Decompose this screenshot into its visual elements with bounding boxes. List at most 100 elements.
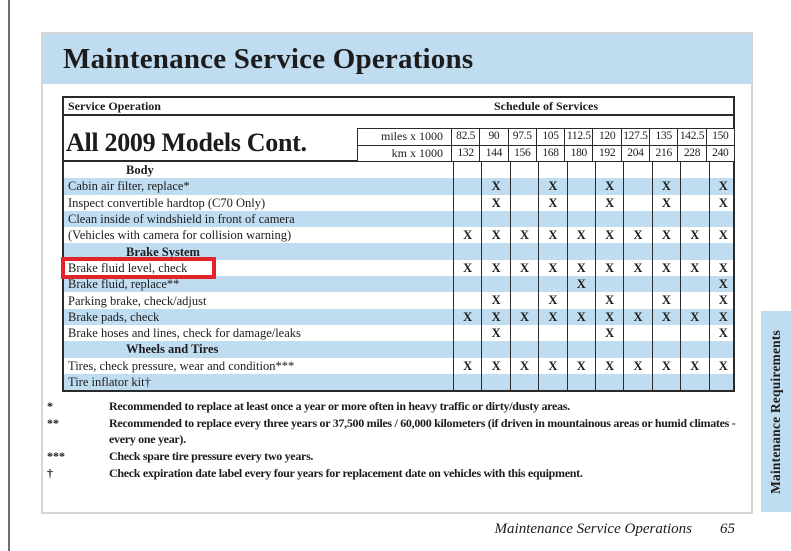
schedule-cell — [566, 178, 595, 195]
schedule-cell: X — [708, 178, 737, 195]
table-row: Tire inflator kit† — [64, 373, 733, 391]
schedule-cell — [453, 373, 481, 391]
table-row: Parking brake, check/adjust X X X X X — [64, 292, 733, 309]
miles-value-cell: 105 — [535, 129, 564, 145]
schedule-cell — [708, 341, 737, 358]
schedule-cell: X — [651, 259, 680, 277]
schedule-cell: X — [509, 308, 538, 325]
schedule-cell: X — [708, 357, 737, 374]
schedule-cell — [566, 292, 595, 309]
schedule-cell — [453, 292, 481, 309]
schedule-cell: X — [481, 308, 509, 325]
schedule-cell — [623, 210, 651, 228]
schedule-cell: X — [481, 178, 509, 195]
row-label: Brake fluid level, check — [68, 260, 188, 275]
table-row: Brake fluid, replace** X X — [64, 276, 733, 293]
schedule-cell: X — [481, 194, 509, 211]
schedule-cell: X — [651, 194, 680, 211]
schedule-cell — [623, 292, 651, 309]
schedule-cell: X — [623, 308, 651, 325]
schedule-cell — [680, 210, 708, 228]
schedule-cell — [623, 194, 651, 211]
schedule-cell: X — [708, 276, 737, 293]
schedule-cell: X — [594, 308, 623, 325]
schedule-cell — [509, 243, 538, 260]
schedule-cell — [623, 243, 651, 260]
schedule-cell — [566, 210, 595, 228]
model-group-title: All 2009 Models Cont. — [66, 128, 307, 157]
schedule-cell: X — [538, 227, 566, 244]
schedule-cell: X — [708, 194, 737, 211]
row-label: Brake pads, check — [68, 309, 160, 324]
schedule-cell — [481, 243, 509, 260]
schedule-cell — [481, 210, 509, 228]
schedule-cell: X — [708, 308, 737, 325]
schedule-cell: X — [566, 227, 595, 244]
miles-value-cell: 135 — [649, 129, 677, 145]
schedule-cell: X — [538, 357, 566, 374]
schedule-cell: X — [594, 227, 623, 244]
table-section-row: Brake System — [64, 243, 733, 260]
schedule-cell: X — [481, 324, 509, 342]
schedule-cell — [509, 194, 538, 211]
schedule-cell — [594, 373, 623, 391]
section-label: Body — [126, 163, 154, 178]
page-footer: Maintenance Service Operations 65 — [495, 521, 735, 538]
schedule-cell — [680, 276, 708, 293]
schedule-cell — [538, 324, 566, 342]
schedule-cell — [481, 373, 509, 391]
schedule-rows: Body Cabin air filter, replace* X X X X X Inspe… — [61, 162, 733, 391]
schedule-cell — [566, 194, 595, 211]
footnote-symbol: * — [47, 399, 53, 413]
schedule-cell: X — [481, 357, 509, 374]
schedule-cell — [453, 243, 481, 260]
km-value-cell: 240 — [705, 146, 734, 161]
schedule-cell — [708, 162, 737, 179]
schedule-cell — [680, 178, 708, 195]
table-row: Tires, check pressure, wear and conditio… — [64, 357, 733, 374]
section-label: Brake System — [126, 244, 200, 259]
schedule-cell — [566, 243, 595, 260]
schedule-cell: X — [594, 178, 623, 195]
schedule-cell: X — [651, 357, 680, 374]
schedule-cell — [453, 210, 481, 228]
schedule-cell — [538, 162, 566, 179]
schedule-cell: X — [594, 292, 623, 309]
schedule-cell: X — [623, 357, 651, 374]
schedule-cell: X — [453, 308, 481, 325]
schedule-cell: X — [538, 178, 566, 195]
schedule-cell — [680, 162, 708, 179]
col-header-service-operation: Service Operation — [68, 99, 161, 113]
schedule-cell — [453, 178, 481, 195]
schedule-cell — [509, 162, 538, 179]
schedule-cell: X — [594, 194, 623, 211]
table-header-row: Service Operation Schedule of Services — [64, 98, 733, 116]
schedule-cell — [651, 243, 680, 260]
km-value-cell: 168 — [535, 146, 564, 161]
row-label: Inspect convertible hardtop (C70 Only) — [68, 195, 266, 210]
row-label: Tires, check pressure, wear and conditio… — [68, 358, 295, 373]
schedule-cell: X — [538, 308, 566, 325]
miles-value-cell: 150 — [705, 129, 734, 145]
schedule-cell: X — [651, 292, 680, 309]
schedule-cell: X — [680, 308, 708, 325]
service-interval-header: miles x 1000 82.5 90 97.5 105 112.5 120 127.5 1… — [357, 128, 735, 161]
schedule-cell: X — [651, 178, 680, 195]
schedule-cell — [594, 210, 623, 228]
km-value-cell: 180 — [564, 146, 592, 161]
schedule-cell — [453, 276, 481, 293]
schedule-cell — [566, 341, 595, 358]
schedule-cell: X — [594, 357, 623, 374]
schedule-cell — [538, 276, 566, 293]
schedule-cell — [680, 194, 708, 211]
schedule-cell — [509, 210, 538, 228]
miles-value-cell: 120 — [592, 129, 620, 145]
schedule-cell: X — [453, 259, 481, 277]
schedule-cell — [594, 341, 623, 358]
footer-page-number: 65 — [720, 521, 735, 537]
side-tab-label: Maintenance Requirements — [768, 329, 783, 494]
schedule-cell — [509, 341, 538, 358]
schedule-cell — [594, 243, 623, 260]
schedule-cell — [453, 194, 481, 211]
schedule-cell — [651, 210, 680, 228]
